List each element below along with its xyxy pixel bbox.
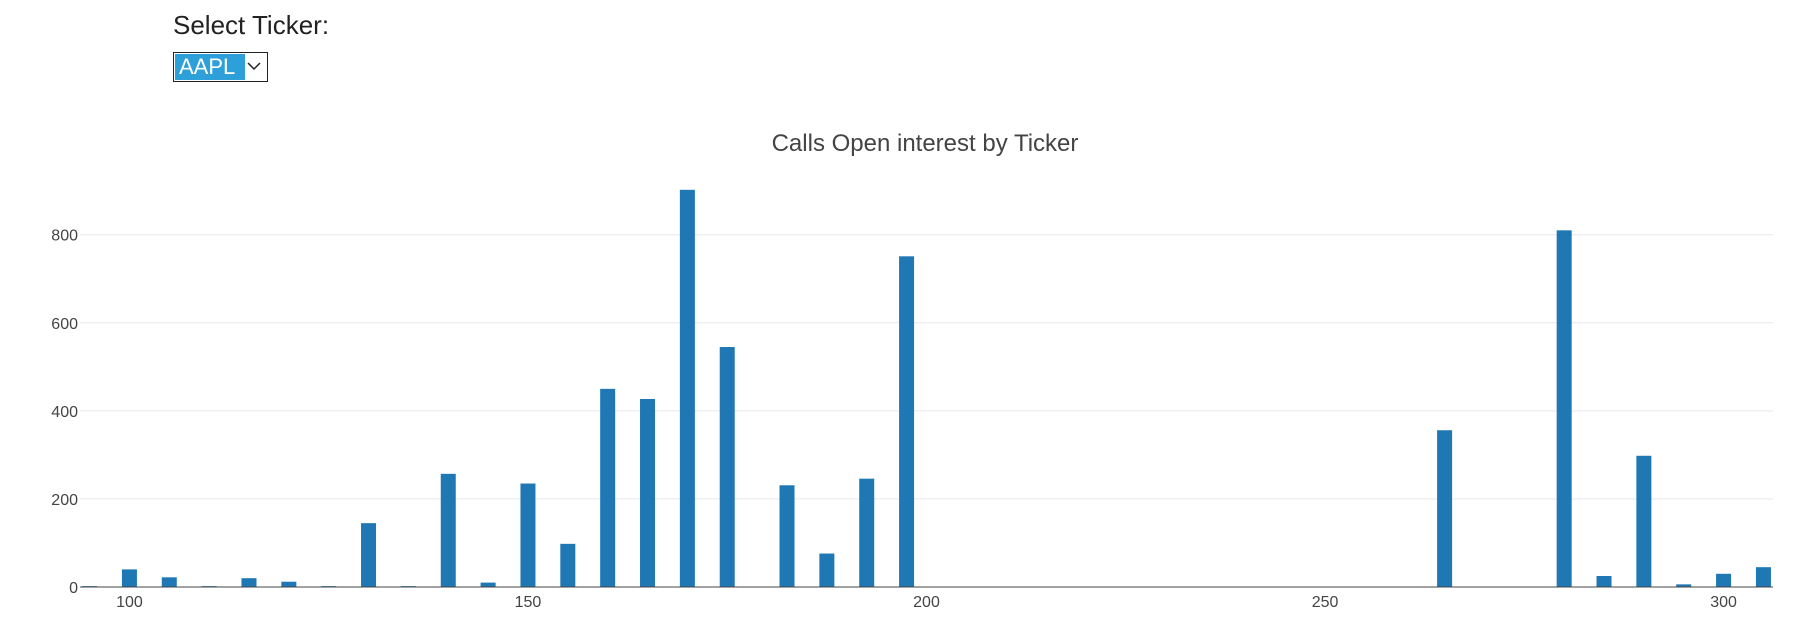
bar [560, 543, 576, 587]
bar [859, 478, 875, 587]
x-tick-label: 300 [1710, 594, 1737, 611]
ticker-dropdown-value: AAPL [175, 54, 245, 80]
bar [121, 569, 137, 587]
bar [361, 523, 377, 587]
bar [1556, 230, 1572, 587]
bar [779, 485, 795, 587]
y-tick-label: 400 [51, 404, 78, 421]
bar [819, 553, 835, 587]
bar [1437, 430, 1453, 587]
x-tick-label: 200 [913, 594, 940, 611]
bar [520, 483, 536, 587]
y-tick-label: 800 [51, 228, 78, 245]
bar [719, 347, 735, 587]
chart-title: Calls Open interest by Ticker [771, 130, 1079, 157]
bar [161, 577, 177, 587]
bar [1716, 573, 1732, 587]
bar [679, 189, 695, 588]
chevron-down-icon [247, 62, 261, 71]
bar [1755, 567, 1771, 587]
bar [1636, 455, 1652, 587]
bar [1596, 575, 1612, 587]
bar [640, 398, 656, 587]
bar [1676, 584, 1692, 587]
select-ticker-label: Select Ticker: [173, 10, 330, 40]
y-tick-label: 0 [69, 580, 78, 597]
y-tick-label: 600 [51, 316, 78, 333]
bar [281, 581, 297, 587]
x-tick-label: 250 [1312, 594, 1339, 611]
bar [899, 256, 915, 587]
x-tick-label: 100 [116, 594, 143, 611]
bar [241, 578, 257, 587]
x-tick-label: 150 [515, 594, 542, 611]
ticker-dropdown[interactable]: AAPL [173, 52, 268, 82]
bar [480, 582, 496, 587]
y-tick-label: 200 [51, 492, 78, 509]
bar [440, 473, 456, 587]
bar [600, 388, 616, 587]
